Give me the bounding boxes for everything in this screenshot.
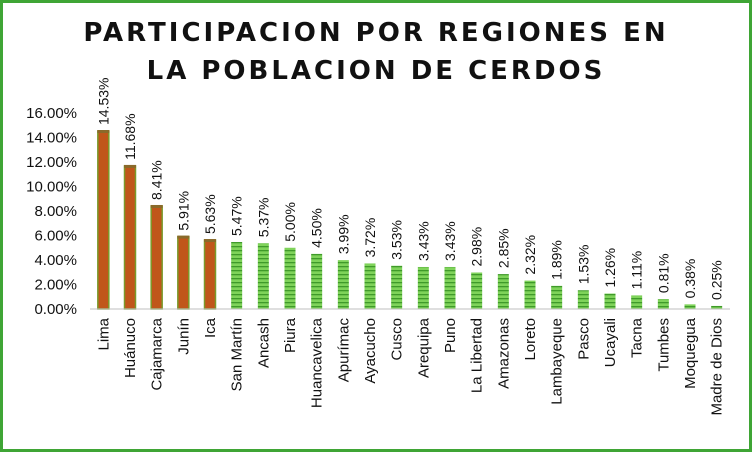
bar-piura — [284, 247, 296, 309]
data-label: 0.81% — [655, 253, 671, 293]
x-tick-label: Huánuco — [122, 318, 139, 378]
y-tick-label: 4.00% — [34, 252, 77, 269]
bar-lima — [97, 130, 110, 310]
data-label: 2.32% — [522, 235, 538, 275]
data-label: 5.47% — [229, 196, 245, 236]
bar-cap — [204, 239, 216, 243]
x-tick-label: Arequipa — [415, 317, 432, 378]
bar-ucayali — [604, 293, 616, 309]
bar-pasco — [577, 290, 589, 309]
chart-title-line-2: LA POBLACION DE CERDOS — [146, 56, 606, 86]
y-tick-label: 16.00% — [26, 105, 77, 122]
y-axis: 0.00% 2.00% 4.00% 6.00% 8.00% 10.00% 12.00% 14.… — [26, 105, 77, 318]
x-tick-label: Ica — [202, 317, 219, 338]
y-tick-label: 10.00% — [26, 179, 77, 196]
bar-cap — [97, 130, 110, 134]
x-tick-label: Moquegua — [682, 317, 699, 389]
data-labels: 14.53% 11.68% 8.41% 5.91% 5.63% 5.47% 5.37% 5.0… — [95, 78, 724, 300]
data-label: 11.68% — [122, 113, 138, 159]
bar-ica — [203, 239, 217, 310]
data-label: 1.26% — [602, 248, 618, 288]
bar-apurímac — [337, 260, 349, 309]
data-label: 5.00% — [282, 202, 298, 242]
bar-cusco — [391, 265, 403, 309]
bar-amazonas — [497, 274, 509, 309]
chart-title-line-1: PARTICIPACION POR REGIONES EN — [83, 18, 669, 48]
x-tick-label: Amazonas — [495, 318, 512, 389]
data-label: 5.37% — [255, 198, 271, 238]
data-label: 2.85% — [495, 228, 511, 268]
bar-lambayeque — [551, 285, 563, 309]
x-tick-label: Tacna — [629, 317, 646, 358]
data-label: 1.89% — [549, 240, 565, 280]
bar-junín — [177, 235, 190, 310]
data-label: 14.53% — [95, 78, 111, 125]
data-label: 0.38% — [682, 259, 698, 299]
bar-moquegua — [684, 304, 696, 309]
bar-tumbes — [657, 299, 669, 309]
data-label: 1.53% — [575, 245, 591, 285]
x-tick-label: San Martín — [229, 318, 246, 391]
bar-cap — [124, 164, 136, 168]
y-tick-label: 8.00% — [34, 203, 77, 220]
x-tick-label: Tumbes — [655, 318, 672, 372]
x-tick-label: Madre de Dios — [709, 318, 726, 416]
x-tick-label: Loreto — [522, 318, 539, 361]
y-tick-label: 12.00% — [26, 154, 77, 171]
bar-san-martín — [231, 241, 243, 309]
x-axis: Lima Huánuco Cajamarca Junín Ica San Martín An… — [90, 308, 730, 416]
bar-ancash — [257, 243, 269, 309]
x-tick-label: Ayacucho — [362, 318, 379, 384]
bar-huánuco — [123, 165, 137, 310]
bar-madre-de-dios — [711, 305, 723, 309]
x-tick-label: Cusco — [389, 318, 406, 361]
x-tick-label: Apurímac — [335, 318, 352, 383]
bar-cap — [150, 204, 163, 208]
bar-huancavelica — [311, 253, 323, 309]
y-tick-label: 2.00% — [34, 277, 77, 294]
x-tick-label: Huancavelica — [309, 317, 326, 408]
data-label: 1.11% — [629, 251, 645, 290]
x-tick-label: Lima — [95, 317, 112, 350]
y-tick-label: 14.00% — [26, 130, 77, 147]
data-label: 3.72% — [362, 218, 378, 258]
x-tick-label: La Libertad — [469, 318, 486, 393]
x-tick-label: Puno — [442, 318, 459, 353]
data-label: 5.63% — [202, 194, 218, 234]
bar-loreto — [524, 280, 536, 309]
data-label: 0.25% — [709, 260, 725, 300]
bar-la-libertad — [471, 272, 483, 309]
data-label: 3.43% — [442, 221, 458, 261]
y-tick-label: 0.00% — [34, 301, 77, 318]
x-tick-label: Junín — [175, 318, 192, 355]
bar-arequipa — [417, 266, 429, 309]
data-label: 5.91% — [175, 191, 191, 231]
bar-ayacucho — [364, 263, 376, 309]
x-tick-label: Cajamarca — [149, 317, 166, 390]
bar-puno — [444, 266, 456, 309]
x-tick-label: Ucayali — [602, 318, 619, 367]
data-label: 8.41% — [149, 160, 165, 200]
bar-tacna — [631, 295, 643, 309]
y-tick-label: 6.00% — [34, 228, 77, 245]
bar-cajamarca — [150, 205, 163, 310]
bar-cap — [177, 235, 190, 239]
data-label: 3.99% — [335, 214, 351, 254]
data-label: 3.53% — [389, 220, 405, 260]
data-label: 4.50% — [309, 208, 325, 248]
x-tick-label: Lambayeque — [549, 318, 566, 405]
x-tick-label: Ancash — [255, 318, 272, 368]
x-tick-label: Pasco — [575, 318, 592, 360]
x-tick-label: Piura — [282, 317, 299, 353]
data-label: 3.43% — [415, 221, 431, 261]
data-label: 2.98% — [469, 227, 485, 267]
